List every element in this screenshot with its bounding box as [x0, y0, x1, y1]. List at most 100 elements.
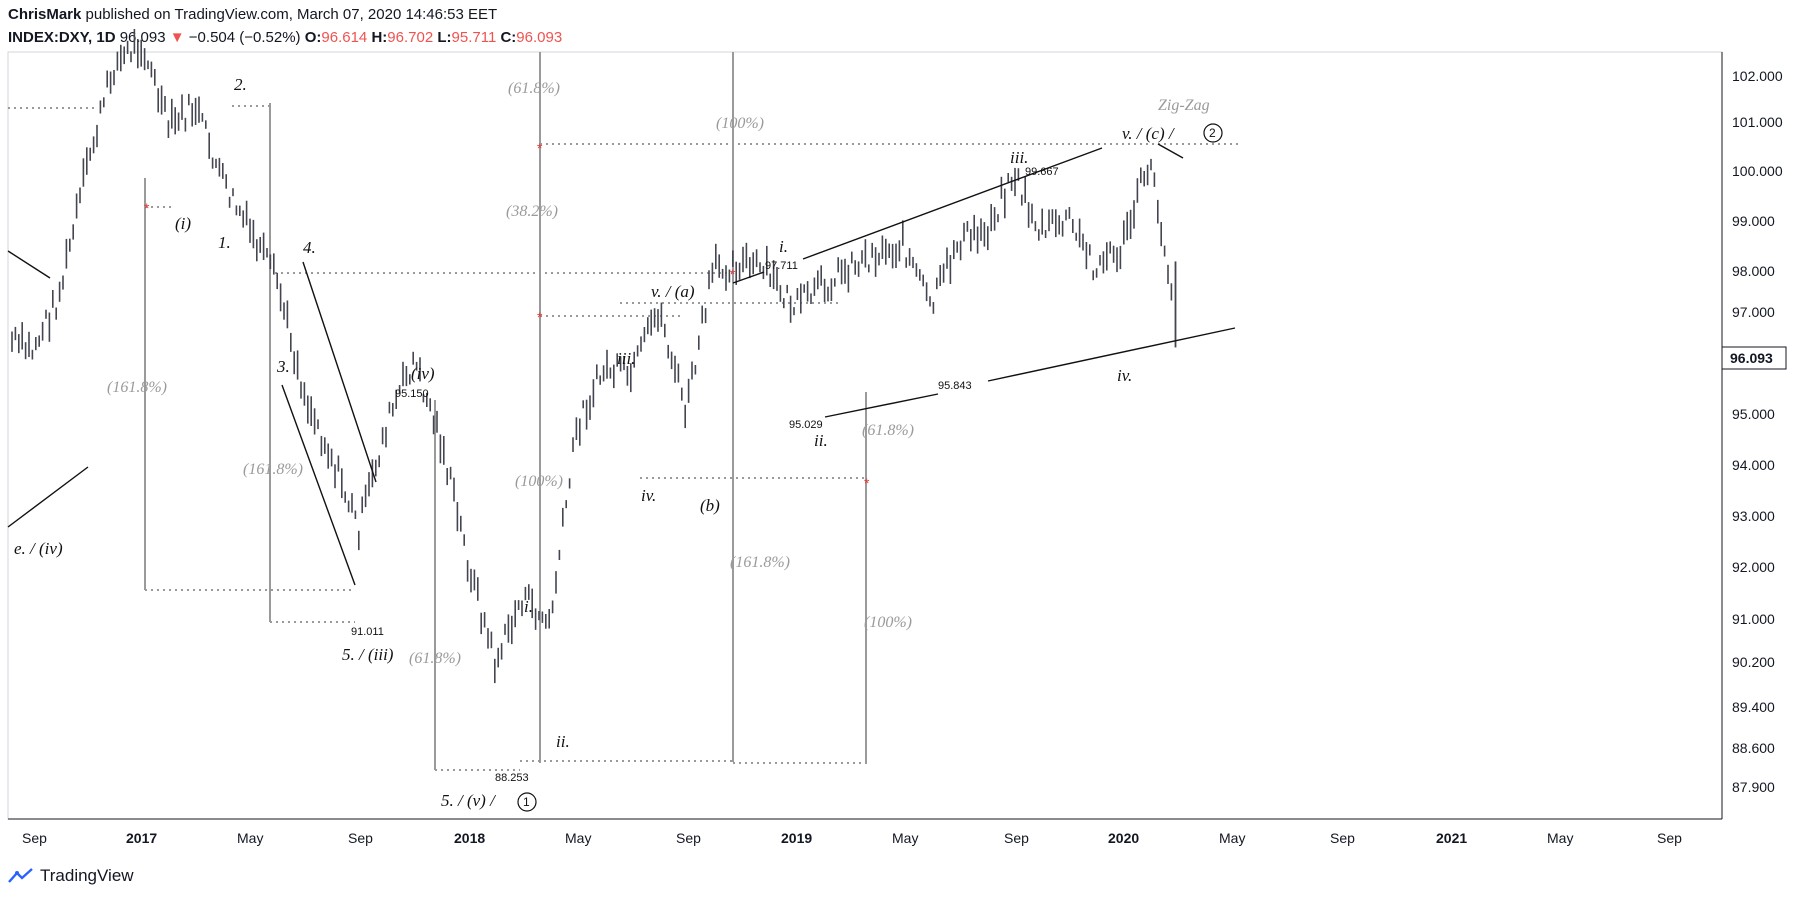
wave-label: 5. / (v) /: [441, 791, 497, 810]
price-label: 95.150: [395, 388, 429, 400]
wave-label: (iv): [411, 364, 435, 383]
x-tick-label: 2018: [454, 830, 485, 846]
change-value: −0.504 (−0.52%): [188, 29, 301, 46]
wave-label: i.: [524, 597, 533, 616]
wave-label: 1.: [218, 233, 231, 252]
wave-label: 2: [1209, 126, 1216, 140]
x-tick-label: May: [1219, 830, 1245, 846]
x-tick-label: 2021: [1436, 830, 1467, 846]
wave-label: v. / (a): [651, 282, 695, 301]
fib-label: (61.8%): [508, 80, 560, 97]
wave-label: iv.: [1117, 366, 1132, 385]
wave-label: iii.: [1010, 148, 1028, 167]
wave-label: ii.: [556, 732, 570, 751]
y-tick-label: 98.000: [1732, 263, 1775, 279]
trend-line: [802, 147, 1103, 260]
last-price-label: 96.093: [1730, 350, 1773, 366]
wave-label: i.: [779, 237, 788, 256]
x-tick-label: May: [1547, 830, 1573, 846]
trend-line: [302, 261, 377, 483]
fib-label: (161.8%): [730, 554, 790, 571]
wave-labels: 2. (i) 1. 4. 3. 5. / (iii) (iv) e. / (iv…: [14, 75, 1223, 812]
y-tick-label: 93.000: [1732, 508, 1775, 524]
wave-label: 4.: [303, 238, 316, 257]
x-tick-label: May: [892, 830, 918, 846]
y-tick-label: 94.000: [1732, 457, 1775, 473]
wave-label: (b): [700, 496, 720, 515]
wave-label: iv.: [641, 486, 656, 505]
fib-anchor-marker: *: [864, 475, 870, 491]
fib-label: (38.2%): [506, 203, 558, 220]
price-label: 88.253: [495, 772, 529, 784]
change-arrow-icon: ▼: [169, 29, 185, 46]
low-label: L:: [437, 29, 452, 46]
fib-anchor-marker: *: [537, 140, 543, 156]
fib-anchor-marker: *: [730, 266, 736, 282]
y-tick-label: 101.000: [1732, 114, 1783, 130]
trend-line: [7, 466, 89, 528]
price-label: 99.667: [1025, 166, 1059, 178]
fib-label: (61.8%): [862, 422, 914, 439]
wave-label: iii.: [617, 349, 635, 368]
wave-label: (i): [175, 214, 191, 233]
low-value: 95.711: [451, 29, 497, 46]
price-labels: 88.253 91.011 95.150 97.711 95.029 95.84…: [351, 166, 1059, 784]
trend-line: [1157, 143, 1184, 159]
author-name: ChrisMark: [8, 6, 82, 23]
fib-structure: * * * * *: [8, 52, 1240, 771]
brand-name: TradingView: [40, 866, 134, 885]
fib-label: (61.8%): [409, 650, 461, 667]
trend-line: [732, 271, 765, 284]
trend-lines: [7, 143, 1236, 586]
wave-label: 5. / (iii): [342, 645, 394, 664]
y-tick-label: 99.000: [1732, 213, 1775, 229]
x-tick-label: Sep: [348, 830, 373, 846]
open-label: O:: [304, 29, 322, 46]
x-tick-label: 2020: [1108, 830, 1139, 846]
y-tick-label: 89.400: [1732, 699, 1775, 715]
fib-label: (161.8%): [243, 461, 303, 478]
x-tick-label: May: [237, 830, 263, 846]
x-tick-label: Sep: [676, 830, 701, 846]
wave-circle-marker: [517, 792, 537, 812]
price-label: 95.029: [789, 419, 823, 431]
price-label: 95.843: [938, 380, 972, 392]
y-axis: 102.000 101.000 100.000 99.000 98.000 97…: [1732, 68, 1783, 795]
price-label: 91.011: [351, 626, 384, 638]
wave-label: 1: [523, 795, 530, 809]
fib-label: (100%): [864, 614, 912, 631]
wave-label: Zig-Zag: [1158, 97, 1210, 114]
high-label: H:: [371, 29, 388, 46]
fib-anchor-marker: *: [537, 309, 543, 325]
tradingview-footer[interactable]: TradingView: [8, 866, 134, 886]
publish-info: ChrisMark published on TradingView.com, …: [8, 6, 497, 23]
x-tick-label: Sep: [22, 830, 47, 846]
x-axis: Sep 2017 May Sep 2018 May Sep 2019 May S…: [22, 830, 1682, 846]
tradingview-logo-icon: [8, 868, 33, 883]
y-tick-label: 95.000: [1732, 406, 1775, 422]
fib-label: (100%): [716, 115, 764, 132]
last-price-badge: [1721, 346, 1787, 370]
wave-label: e. / (iv): [14, 539, 63, 558]
symbol-info: INDEX:DXY, 1D 96.093 ▼ −0.504 (−0.52%) O…: [8, 29, 562, 46]
fib-labels: (161.8%) (161.8%) (61.8%) (61.8%) (38.2%…: [107, 80, 914, 667]
y-tick-label: 92.000: [1732, 559, 1775, 575]
open-value: 96.614: [321, 29, 368, 46]
y-tick-label: 91.000: [1732, 611, 1775, 627]
price-series: [11, 29, 1177, 684]
y-tick-label: 102.000: [1732, 68, 1783, 84]
close-label: C:: [500, 29, 517, 46]
y-tick-label: 88.600: [1732, 740, 1775, 756]
last-price: 96.093: [119, 29, 166, 46]
wave-label: v. / (c) /: [1122, 124, 1176, 143]
fib-label: (161.8%): [107, 379, 167, 396]
price-label: 97.711: [765, 260, 798, 272]
x-tick-label: 2017: [126, 830, 157, 846]
y-tick-label: 100.000: [1732, 163, 1783, 179]
x-tick-label: Sep: [1330, 830, 1355, 846]
trend-line: [7, 250, 51, 279]
x-tick-label: May: [565, 830, 591, 846]
x-tick-label: 2019: [781, 830, 812, 846]
symbol-label: INDEX:DXY, 1D: [8, 29, 116, 46]
